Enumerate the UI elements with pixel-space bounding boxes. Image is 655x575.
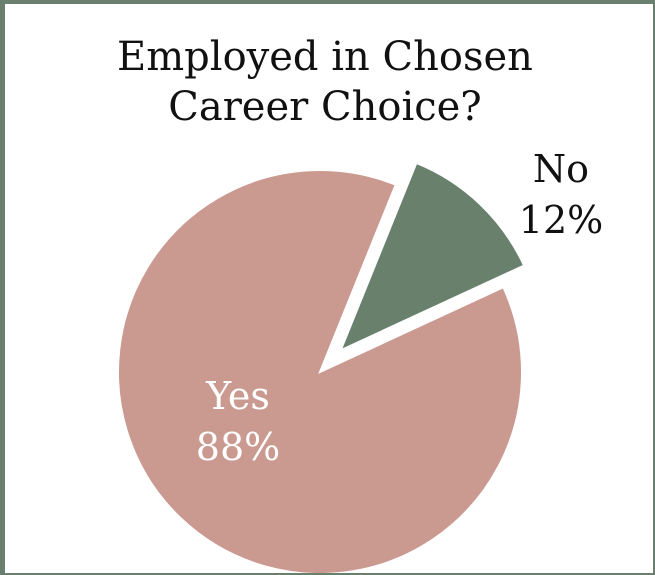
slice-value-yes: 88% xyxy=(196,425,280,469)
chart-title: Employed in Chosen Career Choice? xyxy=(5,32,645,132)
chart-title-line-2: Career Choice? xyxy=(168,84,482,130)
slice-value-no: 12% xyxy=(519,198,603,242)
pie-slice-yes xyxy=(117,169,523,573)
slice-label-yes: Yes xyxy=(205,374,270,418)
slice-label-no: No xyxy=(533,147,589,191)
chart-title-line-1: Employed in Chosen xyxy=(117,34,533,80)
pie-chart: Yes 88% No 12% xyxy=(117,147,603,573)
pie-slice-no xyxy=(338,161,526,353)
